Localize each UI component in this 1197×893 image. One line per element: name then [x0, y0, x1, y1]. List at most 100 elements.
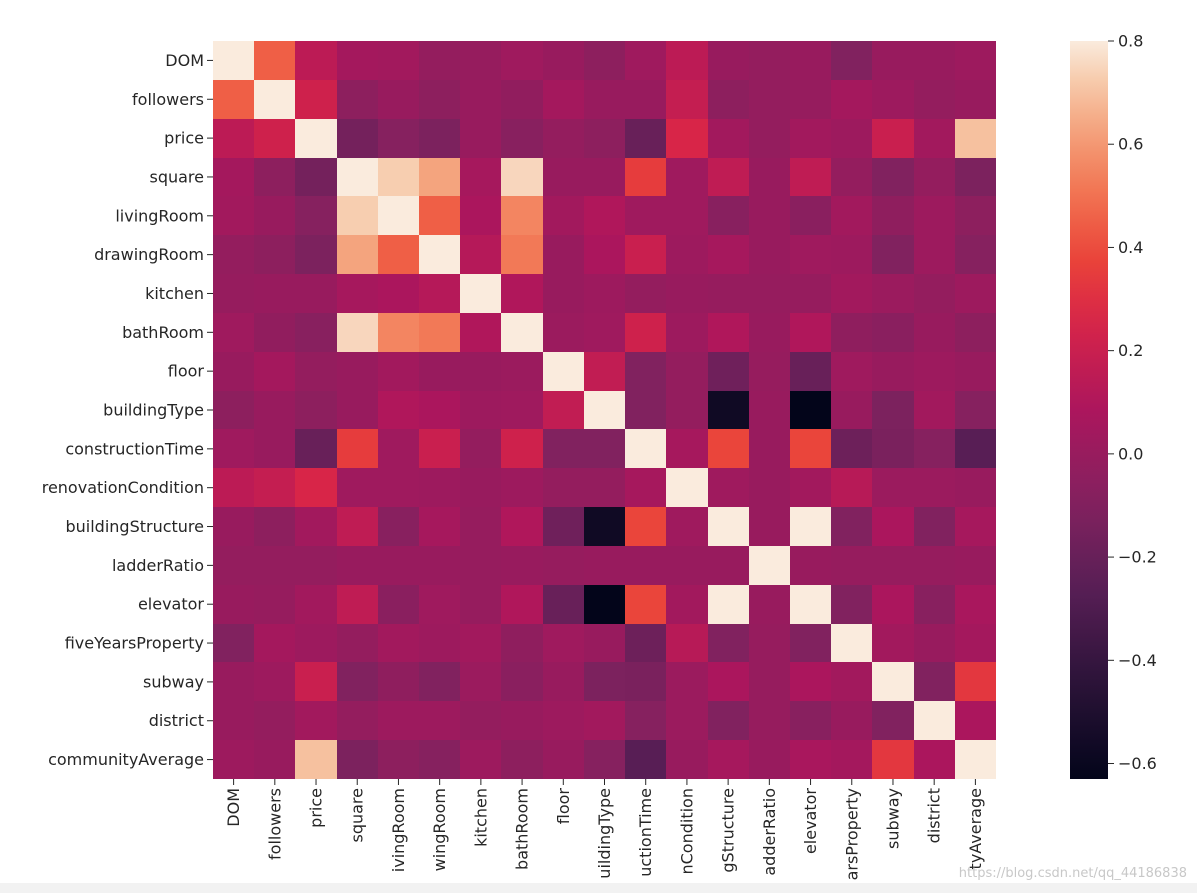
heatmap-cell	[254, 701, 295, 740]
heatmap-cell	[708, 624, 749, 662]
heatmap-cell	[955, 235, 996, 274]
heatmap-cell	[955, 158, 996, 196]
heatmap-cell	[625, 158, 666, 196]
colorbar-gradient	[1070, 41, 1108, 779]
heatmap-cell	[708, 313, 749, 352]
heatmap-cell	[460, 701, 501, 740]
heatmap-cell	[419, 196, 460, 235]
heatmap-cell	[419, 740, 460, 779]
heatmap-cell	[501, 196, 543, 235]
heatmap-cell	[543, 119, 584, 158]
heatmap-cell	[749, 740, 790, 779]
x-tick-label: nCondition	[677, 788, 696, 875]
heatmap-cell	[419, 546, 460, 585]
x-tick-label: ivingRoom	[389, 788, 408, 872]
heatmap-cell	[543, 624, 584, 662]
heatmap-cell	[666, 507, 708, 546]
colorbar-tick-label: 0.6	[1118, 135, 1143, 154]
heatmap-cell	[749, 507, 790, 546]
heatmap-cell	[708, 119, 749, 158]
heatmap-cell	[666, 391, 708, 429]
heatmap-cell	[955, 662, 996, 701]
heatmap-cell	[914, 119, 955, 158]
heatmap-cell	[625, 196, 666, 235]
y-axis-ticks: DOM followers price square livingRoom drawing…	[42, 51, 213, 769]
heatmap-cell	[254, 313, 295, 352]
x-tick-label: uctionTime	[636, 788, 655, 877]
heatmap-cell	[295, 158, 337, 196]
heatmap-cell	[337, 80, 378, 119]
heatmap-cell	[831, 80, 872, 119]
x-tick-label: followers	[265, 788, 284, 860]
heatmap-cell	[790, 313, 831, 352]
heatmap-cell	[625, 274, 666, 313]
heatmap-cell	[295, 235, 337, 274]
heatmap-cell	[831, 158, 872, 196]
heatmap-cell	[625, 701, 666, 740]
heatmap-cell	[872, 429, 914, 468]
heatmap-cells	[213, 41, 996, 779]
heatmap-cell	[666, 274, 708, 313]
y-tick-label: floor	[168, 362, 205, 381]
heatmap-cell	[914, 624, 955, 662]
heatmap-cell	[831, 313, 872, 352]
heatmap-cell	[295, 391, 337, 429]
y-tick-label: district	[149, 711, 204, 730]
heatmap-cell	[213, 274, 254, 313]
heatmap-cell	[378, 468, 419, 507]
heatmap-cell	[543, 196, 584, 235]
heatmap-cell	[460, 468, 501, 507]
heatmap-cell	[501, 313, 543, 352]
heatmap-cell	[831, 662, 872, 701]
heatmap-cell	[625, 391, 666, 429]
heatmap-cell	[955, 313, 996, 352]
heatmap-cell	[378, 235, 419, 274]
heatmap-cell	[254, 119, 295, 158]
x-axis-ticks: DOM followers price square ivingRoom wingRoom…	[224, 779, 985, 880]
heatmap-cell	[749, 546, 790, 585]
heatmap-cell	[790, 196, 831, 235]
heatmap-cell	[254, 624, 295, 662]
heatmap-cell	[254, 546, 295, 585]
heatmap-cell	[914, 41, 955, 80]
heatmap-cell	[501, 274, 543, 313]
y-tick-label: renovationCondition	[42, 478, 204, 497]
y-tick-label: bathRoom	[122, 323, 204, 342]
heatmap-cell	[419, 429, 460, 468]
heatmap-cell	[419, 662, 460, 701]
heatmap-cell	[831, 274, 872, 313]
heatmap-cell	[460, 391, 501, 429]
heatmap-cell	[955, 740, 996, 779]
x-tick-label: gStructure	[719, 788, 738, 873]
y-tick-label: subway	[143, 672, 204, 691]
heatmap-cell	[708, 507, 749, 546]
heatmap-cell	[749, 352, 790, 391]
heatmap-cell	[955, 119, 996, 158]
heatmap-cell	[295, 624, 337, 662]
heatmap-cell	[295, 701, 337, 740]
heatmap-cell	[955, 546, 996, 585]
heatmap-cell	[337, 468, 378, 507]
heatmap-cell	[831, 701, 872, 740]
heatmap-cell	[666, 468, 708, 507]
heatmap-cell	[831, 352, 872, 391]
heatmap-cell	[419, 119, 460, 158]
heatmap-cell	[914, 158, 955, 196]
heatmap-cell	[708, 740, 749, 779]
heatmap-cell	[378, 158, 419, 196]
heatmap-cell	[625, 313, 666, 352]
heatmap-cell	[625, 740, 666, 779]
x-tick-label: bathRoom	[513, 788, 532, 870]
x-tick-label: uildingType	[595, 788, 614, 879]
heatmap-cell	[419, 468, 460, 507]
heatmap-cell	[543, 158, 584, 196]
heatmap-cell	[337, 235, 378, 274]
heatmap-cell	[419, 158, 460, 196]
heatmap-cell	[584, 546, 625, 585]
heatmap-cell	[543, 80, 584, 119]
heatmap-cell	[914, 740, 955, 779]
y-tick-label: followers	[132, 90, 204, 109]
watermark-text: https://blog.csdn.net/qq_44186838	[958, 866, 1187, 881]
y-tick-label: DOM	[165, 51, 204, 70]
